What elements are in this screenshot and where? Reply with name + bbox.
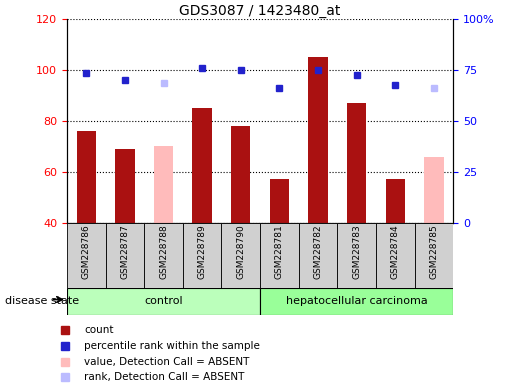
FancyBboxPatch shape — [221, 223, 260, 288]
Text: GSM228787: GSM228787 — [121, 225, 129, 280]
Bar — [308, 57, 328, 223]
Bar — [154, 146, 173, 223]
Bar — [347, 103, 366, 223]
FancyBboxPatch shape — [67, 288, 260, 315]
Title: GDS3087 / 1423480_at: GDS3087 / 1423480_at — [179, 4, 341, 18]
Bar — [77, 131, 96, 223]
Text: disease state: disease state — [5, 296, 79, 306]
FancyBboxPatch shape — [376, 223, 415, 288]
FancyBboxPatch shape — [260, 288, 453, 315]
Bar — [424, 157, 443, 223]
Bar — [270, 179, 289, 223]
FancyBboxPatch shape — [337, 223, 376, 288]
Text: GSM228784: GSM228784 — [391, 225, 400, 279]
Text: count: count — [84, 326, 113, 336]
Text: percentile rank within the sample: percentile rank within the sample — [84, 341, 260, 351]
Text: GSM228781: GSM228781 — [275, 225, 284, 280]
Text: control: control — [144, 296, 183, 306]
FancyBboxPatch shape — [183, 223, 221, 288]
Bar — [231, 126, 250, 223]
Text: GSM228782: GSM228782 — [314, 225, 322, 279]
FancyBboxPatch shape — [299, 223, 337, 288]
FancyBboxPatch shape — [260, 223, 299, 288]
FancyBboxPatch shape — [67, 223, 106, 288]
Text: GSM228790: GSM228790 — [236, 225, 245, 280]
FancyBboxPatch shape — [415, 223, 453, 288]
Bar — [193, 108, 212, 223]
Text: GSM228783: GSM228783 — [352, 225, 361, 280]
Text: GSM228788: GSM228788 — [159, 225, 168, 280]
Bar — [115, 149, 134, 223]
Text: hepatocellular carcinoma: hepatocellular carcinoma — [286, 296, 427, 306]
Bar — [386, 179, 405, 223]
Text: GSM228786: GSM228786 — [82, 225, 91, 280]
Text: GSM228789: GSM228789 — [198, 225, 207, 280]
Text: GSM228785: GSM228785 — [430, 225, 438, 280]
FancyBboxPatch shape — [106, 223, 144, 288]
Text: value, Detection Call = ABSENT: value, Detection Call = ABSENT — [84, 357, 249, 367]
Text: rank, Detection Call = ABSENT: rank, Detection Call = ABSENT — [84, 372, 244, 382]
FancyBboxPatch shape — [144, 223, 183, 288]
